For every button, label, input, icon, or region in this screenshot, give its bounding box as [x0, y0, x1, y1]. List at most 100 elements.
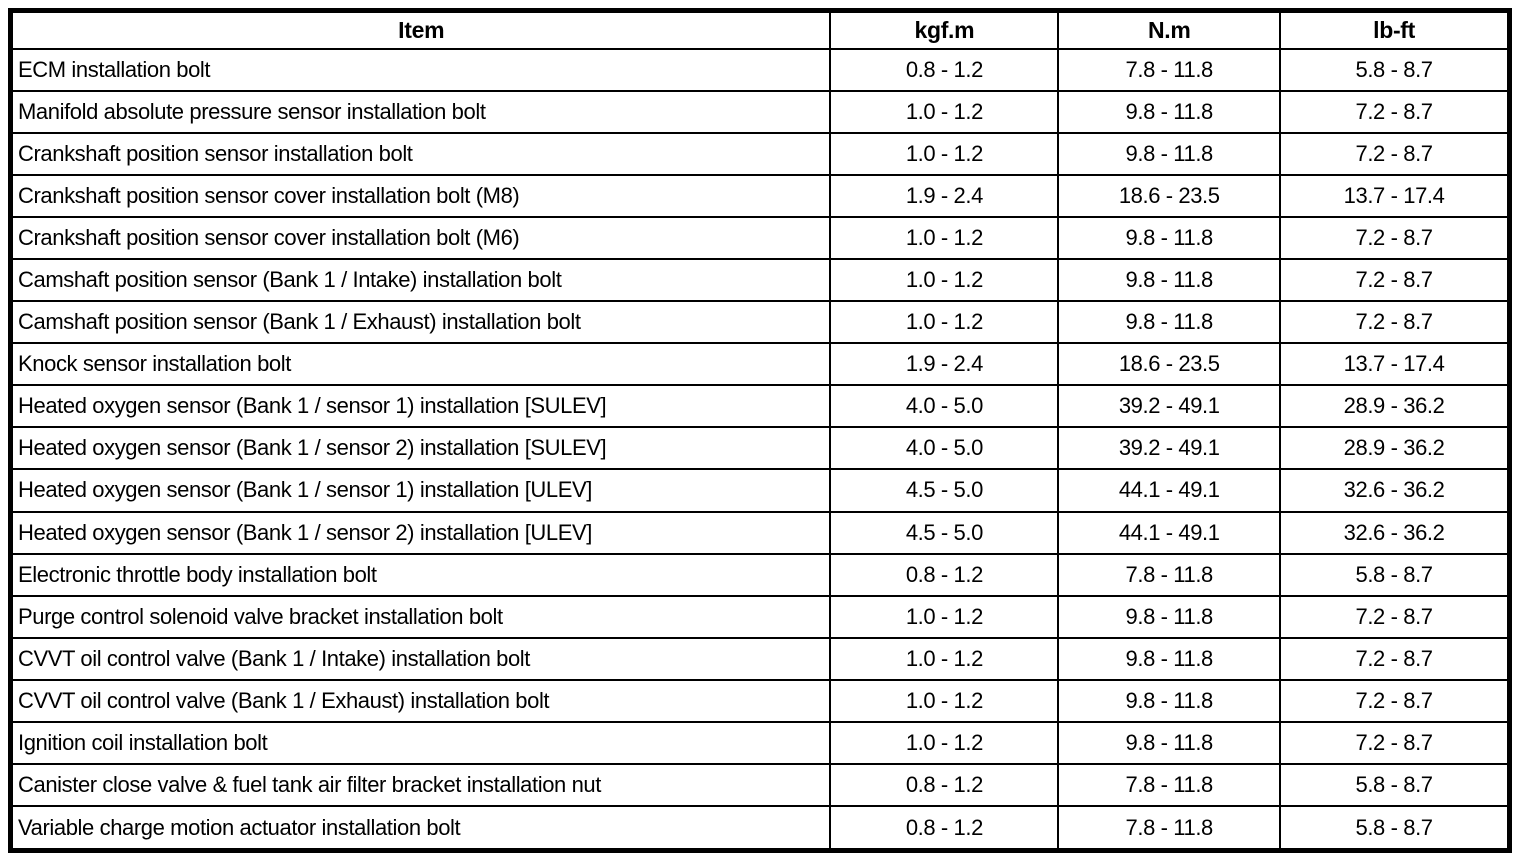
lbft-cell: 28.9 - 36.2: [1279, 426, 1511, 471]
nm-cell: 9.8 - 11.8: [1057, 636, 1282, 681]
table-row: Crankshaft position sensor cover install…: [9, 215, 1511, 260]
torque-spec-table: Item kgf.m N.m lb-ft ECM installation bo…: [8, 8, 1512, 853]
kgfm-cell: 0.8 - 1.2: [829, 47, 1060, 92]
lbft-cell: 7.2 - 8.7: [1279, 720, 1511, 766]
nm-cell: 44.1 - 49.1: [1057, 510, 1282, 555]
kgfm-cell: 4.5 - 5.0: [829, 510, 1060, 555]
lbft-cell: 32.6 - 36.2: [1279, 468, 1511, 513]
item-cell: Variable charge motion actuator installa…: [9, 805, 832, 852]
lbft-cell: 32.6 - 36.2: [1279, 510, 1511, 555]
item-cell: Camshaft position sensor (Bank 1 / Intak…: [9, 257, 832, 303]
nm-cell: 9.8 - 11.8: [1057, 594, 1282, 639]
item-cell: Heated oxygen sensor (Bank 1 / sensor 2)…: [9, 426, 832, 471]
item-cell: Electronic throttle body installation bo…: [9, 552, 832, 597]
lbft-cell: 7.2 - 8.7: [1279, 89, 1511, 134]
item-cell: Canister close valve & fuel tank air fil…: [9, 763, 832, 808]
table-row: Heated oxygen sensor (Bank 1 / sensor 1)…: [9, 384, 1511, 429]
table-row: ECM installation bolt 0.8 - 1.2 7.8 - 11.8…: [9, 47, 1511, 92]
table-body: ECM installation bolt 0.8 - 1.2 7.8 - 11.8…: [9, 47, 1511, 852]
item-cell: ECM installation bolt: [9, 47, 832, 92]
nm-cell: 9.8 - 11.8: [1057, 131, 1282, 176]
column-header-lbft: lb-ft: [1279, 9, 1511, 50]
nm-cell: 7.8 - 11.8: [1057, 805, 1282, 852]
table-row: Camshaft position sensor (Bank 1 / Intak…: [9, 257, 1511, 303]
nm-cell: 18.6 - 23.5: [1057, 342, 1282, 387]
nm-cell: 7.8 - 11.8: [1057, 763, 1282, 808]
lbft-cell: 5.8 - 8.7: [1279, 552, 1511, 597]
kgfm-cell: 1.0 - 1.2: [829, 636, 1060, 681]
table-row: Knock sensor installation bolt 1.9 - 2.4 1…: [9, 342, 1511, 387]
table-row: Electronic throttle body installation bo…: [9, 552, 1511, 597]
lbft-cell: 5.8 - 8.7: [1279, 47, 1511, 92]
kgfm-cell: 1.0 - 1.2: [829, 720, 1060, 766]
kgfm-cell: 0.8 - 1.2: [829, 805, 1060, 852]
lbft-cell: 13.7 - 17.4: [1279, 342, 1511, 387]
kgfm-cell: 1.0 - 1.2: [829, 131, 1060, 176]
header-row: Item kgf.m N.m lb-ft: [9, 9, 1511, 50]
lbft-cell: 13.7 - 17.4: [1279, 173, 1511, 218]
item-cell: Ignition coil installation bolt: [9, 720, 832, 766]
table-row: CVVT oil control valve (Bank 1 / Exhaust…: [9, 678, 1511, 724]
kgfm-cell: 0.8 - 1.2: [829, 763, 1060, 808]
kgfm-cell: 0.8 - 1.2: [829, 552, 1060, 597]
kgfm-cell: 4.0 - 5.0: [829, 384, 1060, 429]
table-row: Crankshaft position sensor installation …: [9, 131, 1511, 176]
nm-cell: 9.8 - 11.8: [1057, 257, 1282, 303]
item-cell: Heated oxygen sensor (Bank 1 / sensor 1)…: [9, 384, 832, 429]
nm-cell: 9.8 - 11.8: [1057, 215, 1282, 260]
nm-cell: 39.2 - 49.1: [1057, 384, 1282, 429]
lbft-cell: 5.8 - 8.7: [1279, 805, 1511, 852]
table-row: Canister close valve & fuel tank air fil…: [9, 763, 1511, 808]
lbft-cell: 28.9 - 36.2: [1279, 384, 1511, 429]
column-header-kgfm: kgf.m: [829, 9, 1060, 50]
column-header-nm: N.m: [1057, 9, 1282, 50]
table-row: Heated oxygen sensor (Bank 1 / sensor 2)…: [9, 426, 1511, 471]
item-cell: Manifold absolute pressure sensor instal…: [9, 89, 832, 134]
kgfm-cell: 1.9 - 2.4: [829, 342, 1060, 387]
nm-cell: 9.8 - 11.8: [1057, 300, 1282, 345]
item-cell: Crankshaft position sensor installation …: [9, 131, 832, 176]
kgfm-cell: 1.9 - 2.4: [829, 173, 1060, 218]
table-row: Camshaft position sensor (Bank 1 / Exhau…: [9, 300, 1511, 345]
lbft-cell: 7.2 - 8.7: [1279, 131, 1511, 176]
lbft-cell: 7.2 - 8.7: [1279, 300, 1511, 345]
table-row: Variable charge motion actuator installa…: [9, 805, 1511, 852]
nm-cell: 7.8 - 11.8: [1057, 552, 1282, 597]
kgfm-cell: 1.0 - 1.2: [829, 257, 1060, 303]
lbft-cell: 7.2 - 8.7: [1279, 678, 1511, 724]
item-cell: Heated oxygen sensor (Bank 1 / sensor 1)…: [9, 468, 832, 513]
table-row: Heated oxygen sensor (Bank 1 / sensor 1)…: [9, 468, 1511, 513]
lbft-cell: 7.2 - 8.7: [1279, 636, 1511, 681]
nm-cell: 39.2 - 49.1: [1057, 426, 1282, 471]
kgfm-cell: 1.0 - 1.2: [829, 678, 1060, 724]
lbft-cell: 7.2 - 8.7: [1279, 257, 1511, 303]
table-row: Crankshaft position sensor cover install…: [9, 173, 1511, 218]
kgfm-cell: 1.0 - 1.2: [829, 215, 1060, 260]
column-header-item: Item: [9, 9, 832, 50]
nm-cell: 9.8 - 11.8: [1057, 89, 1282, 134]
item-cell: Crankshaft position sensor cover install…: [9, 215, 832, 260]
lbft-cell: 7.2 - 8.7: [1279, 594, 1511, 639]
item-cell: Camshaft position sensor (Bank 1 / Exhau…: [9, 300, 832, 345]
lbft-cell: 7.2 - 8.7: [1279, 215, 1511, 260]
item-cell: Heated oxygen sensor (Bank 1 / sensor 2)…: [9, 510, 832, 555]
lbft-cell: 5.8 - 8.7: [1279, 763, 1511, 808]
table-header: Item kgf.m N.m lb-ft: [9, 9, 1511, 50]
table-row: Heated oxygen sensor (Bank 1 / sensor 2)…: [9, 510, 1511, 555]
kgfm-cell: 1.0 - 1.2: [829, 594, 1060, 639]
nm-cell: 44.1 - 49.1: [1057, 468, 1282, 513]
kgfm-cell: 4.0 - 5.0: [829, 426, 1060, 471]
table-row: CVVT oil control valve (Bank 1 / Intake)…: [9, 636, 1511, 681]
item-cell: Crankshaft position sensor cover install…: [9, 173, 832, 218]
kgfm-cell: 4.5 - 5.0: [829, 468, 1060, 513]
nm-cell: 9.8 - 11.8: [1057, 720, 1282, 766]
item-cell: CVVT oil control valve (Bank 1 / Intake)…: [9, 636, 832, 681]
nm-cell: 18.6 - 23.5: [1057, 173, 1282, 218]
nm-cell: 9.8 - 11.8: [1057, 678, 1282, 724]
kgfm-cell: 1.0 - 1.2: [829, 300, 1060, 345]
table-row: Ignition coil installation bolt 1.0 - 1.2…: [9, 720, 1511, 766]
item-cell: Purge control solenoid valve bracket ins…: [9, 594, 832, 639]
item-cell: Knock sensor installation bolt: [9, 342, 832, 387]
table-row: Manifold absolute pressure sensor instal…: [9, 89, 1511, 134]
table-row: Purge control solenoid valve bracket ins…: [9, 594, 1511, 639]
